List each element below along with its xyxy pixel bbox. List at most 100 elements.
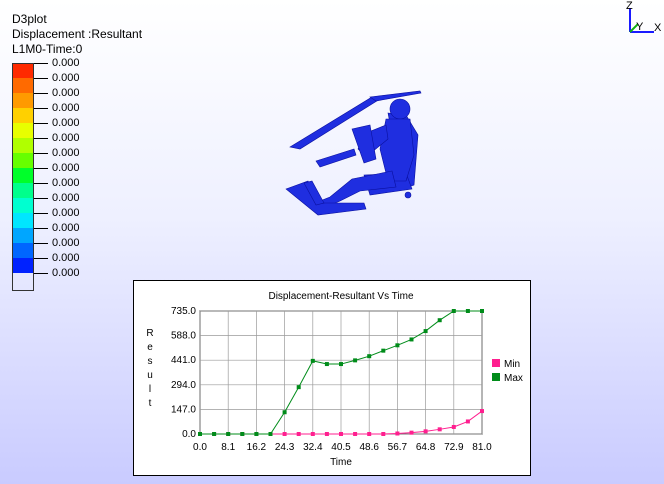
data-point-max bbox=[353, 358, 358, 363]
legend-value: 0.000 bbox=[52, 222, 80, 234]
x-tick-label: 24.3 bbox=[275, 442, 295, 453]
data-point-min bbox=[282, 432, 287, 436]
data-point-min bbox=[480, 409, 484, 414]
steering-part[interactable] bbox=[351, 124, 377, 164]
head-part[interactable] bbox=[389, 98, 411, 120]
legend-color-swatch bbox=[12, 228, 34, 243]
legend-tick bbox=[34, 243, 48, 244]
triad-z-label: Z bbox=[626, 0, 633, 12]
data-point-max bbox=[240, 432, 245, 436]
seat-bolt-part[interactable] bbox=[404, 191, 412, 199]
data-point-min bbox=[367, 432, 372, 436]
data-point-min bbox=[437, 427, 442, 432]
x-tick-label: 16.2 bbox=[247, 442, 267, 453]
triad-y-label: Y bbox=[636, 21, 644, 33]
data-point-max bbox=[437, 318, 442, 323]
data-point-min bbox=[395, 431, 400, 436]
legend-value: 0.000 bbox=[52, 252, 80, 264]
app-name: D3plot bbox=[12, 12, 47, 26]
x-tick-label: 40.5 bbox=[331, 442, 351, 453]
data-point-max bbox=[480, 309, 484, 313]
data-point-min bbox=[296, 432, 301, 436]
legend-swatch-max bbox=[492, 373, 500, 381]
data-point-max bbox=[282, 410, 287, 415]
legend-color-swatch bbox=[12, 183, 34, 198]
data-point-max bbox=[268, 432, 273, 436]
y-tick-label: 735.0 bbox=[171, 306, 196, 317]
legend-tick bbox=[34, 93, 48, 94]
roof-part[interactable] bbox=[369, 90, 422, 102]
x-tick-label: 81.0 bbox=[472, 442, 492, 453]
legend-value: 0.000 bbox=[52, 147, 80, 159]
axis-triad-icon: Z Y X bbox=[626, 0, 662, 34]
legend-tick bbox=[34, 123, 48, 124]
result-type-label: Displacement :Resultant bbox=[12, 27, 143, 41]
legend-color-swatch bbox=[12, 243, 34, 258]
legend-value: 0.000 bbox=[52, 177, 80, 189]
legend-color-swatch bbox=[12, 138, 34, 153]
torso-part[interactable] bbox=[379, 118, 415, 182]
legend-label-max: Max bbox=[504, 373, 523, 384]
legend-tick bbox=[34, 108, 48, 109]
data-point-max bbox=[212, 432, 217, 436]
legend-color-swatch bbox=[12, 78, 34, 93]
data-point-max bbox=[367, 354, 372, 359]
legend-value: 0.000 bbox=[52, 117, 80, 129]
y-tick-label: 147.0 bbox=[171, 404, 196, 415]
model-viewport[interactable] bbox=[280, 85, 440, 225]
data-point-min bbox=[339, 432, 343, 436]
legend-label-min: Min bbox=[504, 359, 520, 370]
data-point-min bbox=[381, 432, 386, 436]
legend-color-swatch bbox=[12, 258, 34, 273]
y-tick-label: 441.0 bbox=[171, 355, 196, 366]
x-tick-label: 32.4 bbox=[303, 442, 323, 453]
legend-tick bbox=[34, 168, 48, 169]
legend-value: 0.000 bbox=[52, 87, 80, 99]
legend-tick bbox=[34, 198, 48, 199]
x-tick-label: 0.0 bbox=[193, 442, 207, 453]
data-point-min bbox=[423, 429, 428, 434]
data-point-min bbox=[409, 430, 414, 435]
xy-plot-window[interactable]: Displacement-Resultant Vs Time 0.0 8.1 16.2… bbox=[133, 280, 531, 476]
legend-color-swatch bbox=[12, 213, 34, 228]
x-tick-label: 56.7 bbox=[388, 442, 408, 453]
legend-tick bbox=[34, 153, 48, 154]
displacement-chart: Displacement-Resultant Vs Time 0.0 8.1 16.2… bbox=[146, 291, 523, 468]
legend-tick bbox=[34, 63, 48, 64]
state-label: L1M0-Time:0 bbox=[12, 42, 83, 56]
legend-color-swatch bbox=[12, 198, 34, 213]
data-point-min bbox=[451, 424, 456, 429]
legend-value: 0.000 bbox=[52, 72, 80, 84]
pedal-part[interactable] bbox=[303, 180, 325, 206]
y-tick-label: 294.0 bbox=[171, 380, 196, 391]
legend-swatch-min bbox=[492, 359, 500, 367]
data-point-max bbox=[381, 348, 386, 353]
legend-value: 0.000 bbox=[52, 237, 80, 249]
viewport-title-block: D3plot Displacement :Resultant L1M0-Time… bbox=[12, 12, 142, 57]
data-point-min bbox=[324, 432, 329, 436]
legend-color-swatch bbox=[12, 168, 34, 183]
footwell-part[interactable] bbox=[285, 180, 367, 216]
legend-value: 0.000 bbox=[52, 162, 80, 174]
data-point-max bbox=[324, 362, 329, 367]
legend-tick bbox=[34, 258, 48, 259]
legend-value: 0.000 bbox=[52, 57, 80, 69]
data-point-max bbox=[226, 432, 231, 436]
data-point-max bbox=[395, 343, 400, 348]
x-axis-label: Time bbox=[330, 457, 352, 468]
legend-tick bbox=[34, 213, 48, 214]
chart-title: Displacement-Resultant Vs Time bbox=[268, 291, 413, 302]
data-point-min bbox=[310, 432, 315, 436]
data-point-max bbox=[409, 337, 414, 342]
x-tick-label: 72.9 bbox=[444, 442, 464, 453]
data-point-max bbox=[198, 432, 202, 436]
data-point-min bbox=[353, 432, 358, 436]
legend-color-swatch bbox=[12, 93, 34, 108]
y-tick-label: 588.0 bbox=[171, 331, 196, 342]
x-tick-label: 8.1 bbox=[221, 442, 235, 453]
dash-part[interactable] bbox=[315, 148, 357, 168]
data-point-max bbox=[423, 329, 428, 334]
legend-value: 0.000 bbox=[52, 192, 80, 204]
x-tick-label: 48.6 bbox=[359, 442, 379, 453]
legend-color-swatch bbox=[12, 108, 34, 123]
